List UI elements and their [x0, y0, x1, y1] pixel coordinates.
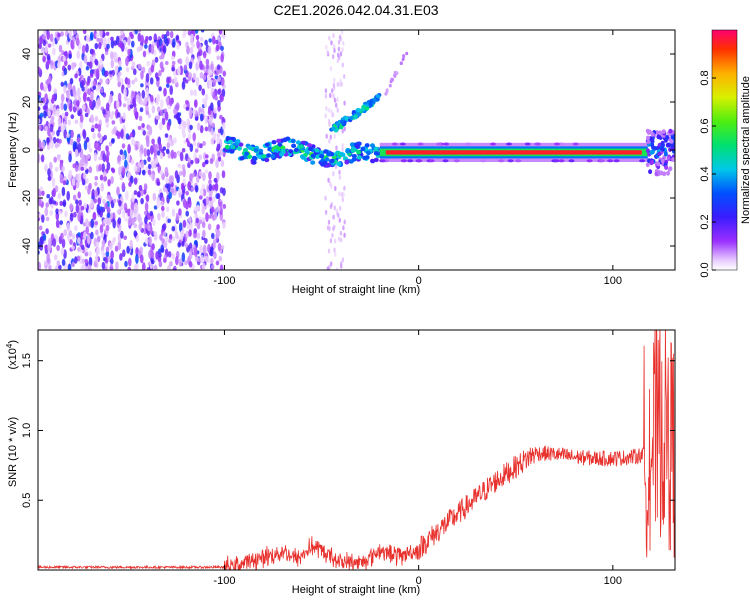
noise-region: [38, 30, 346, 270]
spectrogram-heatmap: [38, 30, 675, 270]
colorbar-label: Normalized spectral amplitude: [740, 76, 750, 224]
colorbar-ticks: 0.0 0.2 0.4 0.6 0.8: [699, 70, 716, 278]
snr-series-line: [38, 330, 675, 570]
end-burst: [645, 128, 675, 177]
spectrogram-ytick-label: 40: [21, 48, 33, 60]
colorbar-tick-label: 0.2: [699, 214, 711, 229]
snr-ytick-label: 1.0: [21, 423, 33, 438]
spectrogram-xlabel: Height of straight line (km): [292, 284, 420, 296]
spectrogram-ytick-label: 20: [21, 96, 33, 108]
spectrogram-ytick-label: -20: [21, 190, 33, 206]
colorbar-tick-label: 0.4: [699, 166, 711, 181]
colorbar-tick-label: 0.0: [699, 262, 711, 277]
colorbar-tick-label: 0.6: [699, 118, 711, 133]
spectrogram-ylabel: Frequency (Hz): [7, 112, 19, 188]
snr-frame: [37, 329, 676, 571]
snr-xlabel: Height of straight line (km): [292, 584, 420, 596]
colorbar-tick-label: 0.8: [699, 70, 711, 85]
snr-ylabel: SNR (10 * v/v): [7, 417, 19, 487]
snr-xtick-label: 100: [604, 575, 622, 587]
spectrogram-panel: -100 0 100 -40 -20 0 20 40 Height of straight l…: [7, 29, 676, 296]
snr-ytick-label: 0.5: [21, 493, 33, 508]
spectrogram-ytick-label: 0: [21, 147, 33, 153]
snr-xtick-label: 0: [416, 575, 422, 587]
snr-panel: -100 0 100 0.5 1.0 1.5 Height of straight lin…: [5, 329, 676, 596]
snr-ytick-label: 1.5: [21, 353, 33, 368]
main-line: [379, 142, 648, 163]
snr-xtick-label: -100: [213, 575, 235, 587]
spectrogram-xtick-label: 0: [416, 275, 422, 287]
spectrogram-ticks: -100 0 100 -40 -20 0 20 40: [21, 30, 675, 287]
snr-multiplier: (x104): [5, 340, 19, 370]
colorbar: 0.0 0.2 0.4 0.6 0.8 Normalized spectral ampl…: [699, 29, 750, 278]
chart-title: C2E1.2026.042.04.31.E03: [273, 2, 438, 18]
rising-branch: [329, 51, 409, 133]
spectrogram-xtick-label: 100: [604, 275, 622, 287]
spectrogram-ytick-label: -40: [21, 238, 33, 254]
colorbar-gradient: [711, 29, 738, 271]
spectrogram-xtick-label: -100: [213, 275, 235, 287]
low-band: [222, 135, 381, 168]
snr-ticks: -100 0 100 0.5 1.0 1.5: [21, 330, 675, 587]
